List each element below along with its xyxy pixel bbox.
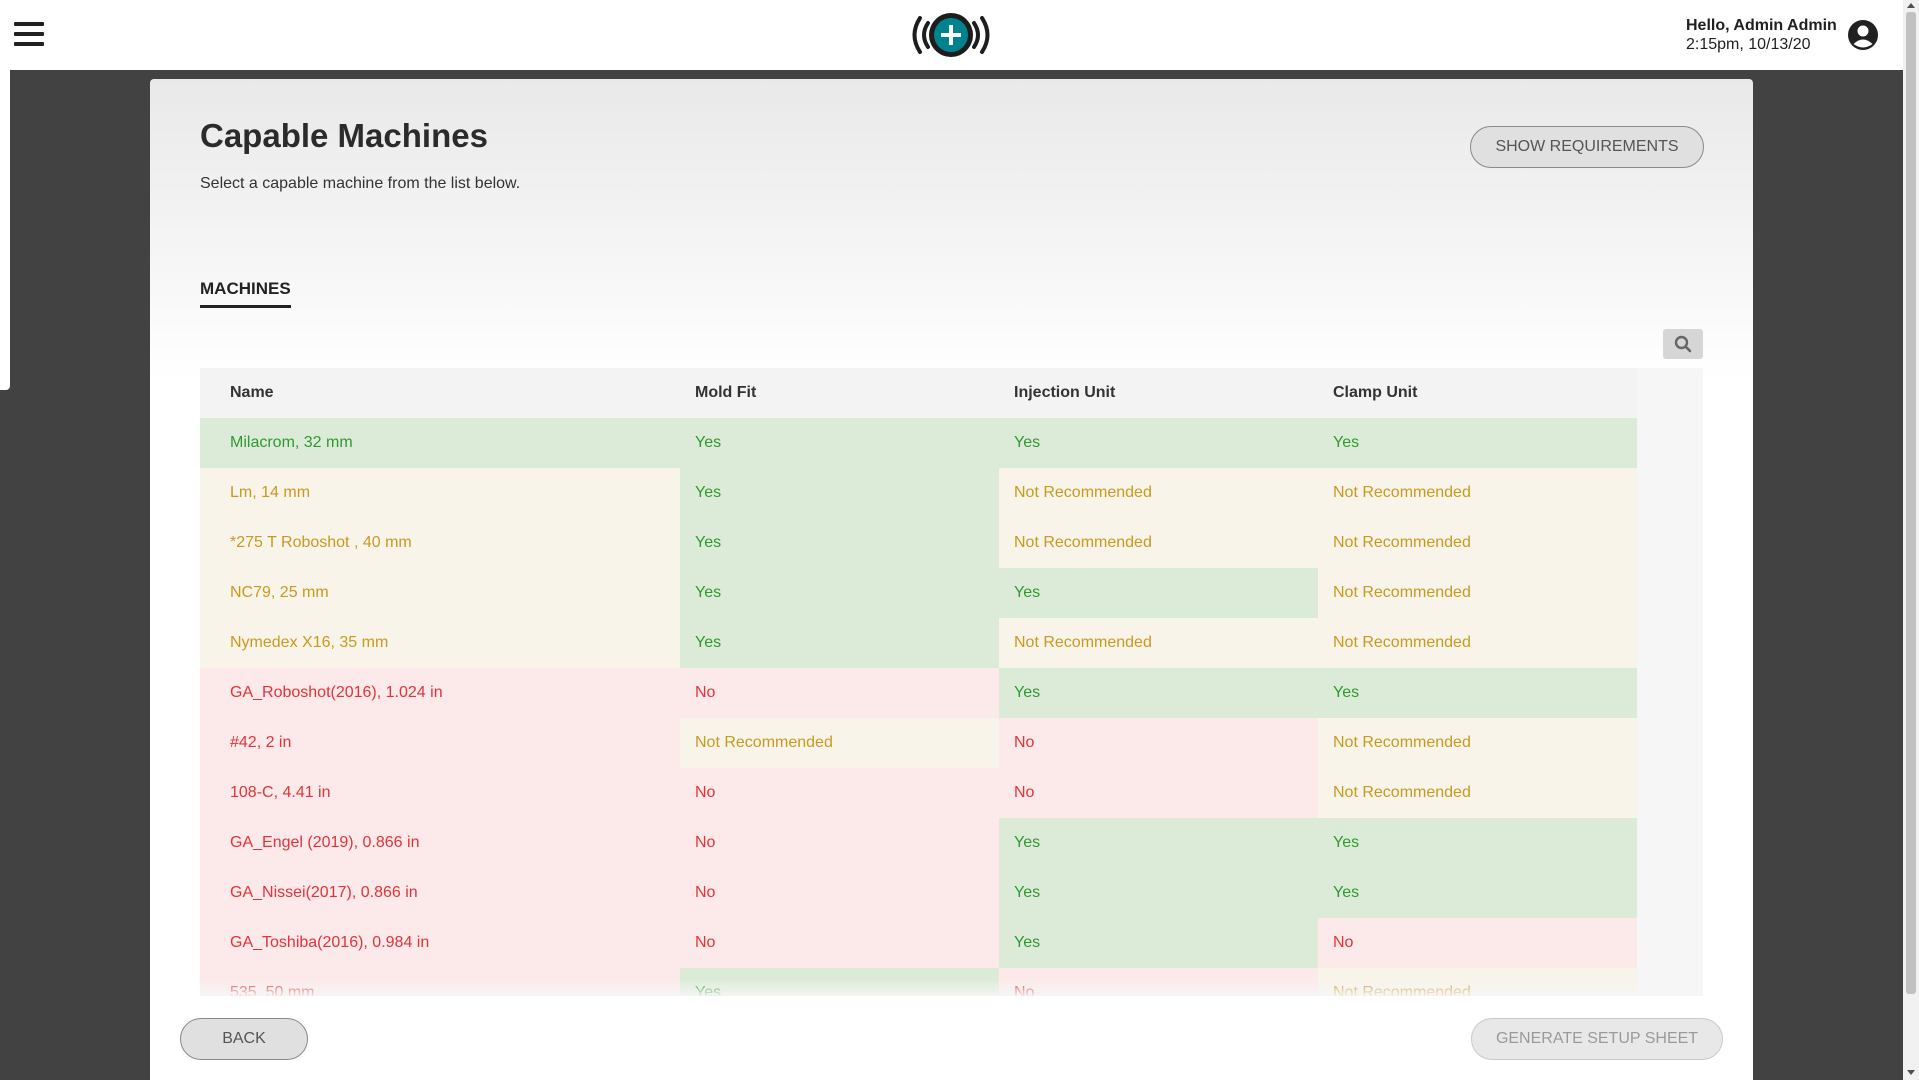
account-icon[interactable] (1847, 19, 1879, 51)
column-header-name[interactable]: Name (200, 368, 680, 418)
page-subtitle: Select a capable machine from the list b… (200, 175, 521, 192)
back-button[interactable]: BACK (180, 1018, 308, 1060)
side-drawer-edge (0, 70, 10, 390)
generate-setup-sheet-button[interactable]: GENERATE SETUP SHEET (1471, 1018, 1723, 1060)
cell-clamp-unit: Yes (1318, 868, 1637, 918)
cell-clamp-unit: Yes (1318, 668, 1637, 718)
hamburger-menu-icon[interactable] (14, 22, 44, 46)
cell-mold-fit: No (680, 918, 999, 968)
search-button[interactable] (1663, 329, 1703, 359)
top-app-bar: Hello, Admin Admin 2:15pm, 10/13/20 (0, 0, 1903, 70)
scrollbar-thumb[interactable] (1906, 12, 1916, 994)
capable-machines-panel: Capable Machines Select a capable machin… (150, 79, 1753, 1080)
machines-table-container[interactable]: Name Mold Fit Injection Unit Clamp Unit … (200, 368, 1703, 996)
cell-clamp-unit: Not Recommended (1318, 968, 1637, 996)
app-logo (912, 13, 990, 57)
column-header-injection-unit[interactable]: Injection Unit (999, 368, 1318, 418)
table-row[interactable]: NC79, 25 mm Yes Yes Not Recommended (200, 568, 1637, 618)
cell-machine-name: *275 T Roboshot , 40 mm (200, 518, 680, 568)
cell-machine-name: Nymedex X16, 35 mm (200, 618, 680, 668)
cell-clamp-unit: Yes (1318, 818, 1637, 868)
machines-table: Name Mold Fit Injection Unit Clamp Unit … (200, 368, 1637, 996)
cell-injection-unit: No (999, 768, 1318, 818)
cell-machine-name: 108-C, 4.41 in (200, 768, 680, 818)
cell-injection-unit: Not Recommended (999, 518, 1318, 568)
cell-clamp-unit: Not Recommended (1318, 468, 1637, 518)
cell-injection-unit: Yes (999, 818, 1318, 868)
cell-mold-fit: Not Recommended (680, 718, 999, 768)
column-header-mold-fit[interactable]: Mold Fit (680, 368, 999, 418)
table-row[interactable]: GA_Roboshot(2016), 1.024 in No Yes Yes (200, 668, 1637, 718)
cell-injection-unit: Not Recommended (999, 618, 1318, 668)
table-header-row: Name Mold Fit Injection Unit Clamp Unit (200, 368, 1637, 418)
cell-machine-name: NC79, 25 mm (200, 568, 680, 618)
cell-clamp-unit: No (1318, 918, 1637, 968)
scroll-up-arrow-icon[interactable] (1907, 3, 1915, 8)
cell-clamp-unit: Not Recommended (1318, 768, 1637, 818)
cell-clamp-unit: Not Recommended (1318, 718, 1637, 768)
cell-clamp-unit: Not Recommended (1318, 618, 1637, 668)
table-row[interactable]: 535, 50 mm Yes No Not Recommended (200, 968, 1637, 996)
table-row[interactable]: #42, 2 in Not Recommended No Not Recommende… (200, 718, 1637, 768)
current-datetime: 2:15pm, 10/13/20 (1686, 36, 1811, 53)
table-row[interactable]: Nymedex X16, 35 mm Yes Not Recommended Not … (200, 618, 1637, 668)
cell-injection-unit: Yes (999, 918, 1318, 968)
cell-injection-unit: No (999, 968, 1318, 996)
cell-mold-fit: No (680, 868, 999, 918)
cell-machine-name: 535, 50 mm (200, 968, 680, 996)
cell-machine-name: GA_Engel (2019), 0.866 in (200, 818, 680, 868)
cell-machine-name: GA_Roboshot(2016), 1.024 in (200, 668, 680, 718)
tab-machines[interactable]: MACHINES (200, 279, 291, 308)
cell-mold-fit: Yes (680, 618, 999, 668)
page-scrollbar[interactable] (1903, 0, 1919, 1080)
cell-mold-fit: No (680, 668, 999, 718)
cell-machine-name: GA_Toshiba(2016), 0.984 in (200, 918, 680, 968)
cell-injection-unit: Yes (999, 868, 1318, 918)
cell-injection-unit: Not Recommended (999, 468, 1318, 518)
cell-machine-name: #42, 2 in (200, 718, 680, 768)
cell-clamp-unit: Not Recommended (1318, 518, 1637, 568)
search-icon (1674, 335, 1692, 353)
show-requirements-button[interactable]: SHOW REQUIREMENTS (1470, 126, 1704, 168)
cell-injection-unit: Yes (999, 418, 1318, 468)
table-row[interactable]: GA_Engel (2019), 0.866 in No Yes Yes (200, 818, 1637, 868)
table-row[interactable]: 108-C, 4.41 in No No Not Recommended (200, 768, 1637, 818)
column-header-clamp-unit[interactable]: Clamp Unit (1318, 368, 1637, 418)
cell-clamp-unit: Yes (1318, 418, 1637, 468)
user-greeting: Hello, Admin Admin 2:15pm, 10/13/20 (1686, 16, 1837, 54)
cell-injection-unit: No (999, 718, 1318, 768)
cell-mold-fit: Yes (680, 968, 999, 996)
cell-mold-fit: Yes (680, 568, 999, 618)
table-row[interactable]: *275 T Roboshot , 40 mm Yes Not Recommende… (200, 518, 1637, 568)
cell-injection-unit: Yes (999, 668, 1318, 718)
cell-machine-name: Lm, 14 mm (200, 468, 680, 518)
cell-machine-name: Milacrom, 32 mm (200, 418, 680, 468)
table-row[interactable]: Lm, 14 mm Yes Not Recommended Not Recommend… (200, 468, 1637, 518)
scroll-down-arrow-icon[interactable] (1907, 1070, 1915, 1075)
cell-clamp-unit: Not Recommended (1318, 568, 1637, 618)
cell-machine-name: GA_Nissei(2017), 0.866 in (200, 868, 680, 918)
cell-mold-fit: No (680, 768, 999, 818)
cell-mold-fit: Yes (680, 468, 999, 518)
page-title: Capable Machines (200, 117, 488, 154)
cell-mold-fit: Yes (680, 518, 999, 568)
cell-injection-unit: Yes (999, 568, 1318, 618)
greeting-name: Hello, Admin Admin (1686, 17, 1837, 34)
cell-mold-fit: Yes (680, 418, 999, 468)
table-row[interactable]: GA_Toshiba(2016), 0.984 in No Yes No (200, 918, 1637, 968)
table-row[interactable]: Milacrom, 32 mm Yes Yes Yes (200, 418, 1637, 468)
cell-mold-fit: No (680, 818, 999, 868)
table-row[interactable]: GA_Nissei(2017), 0.866 in No Yes Yes (200, 868, 1637, 918)
